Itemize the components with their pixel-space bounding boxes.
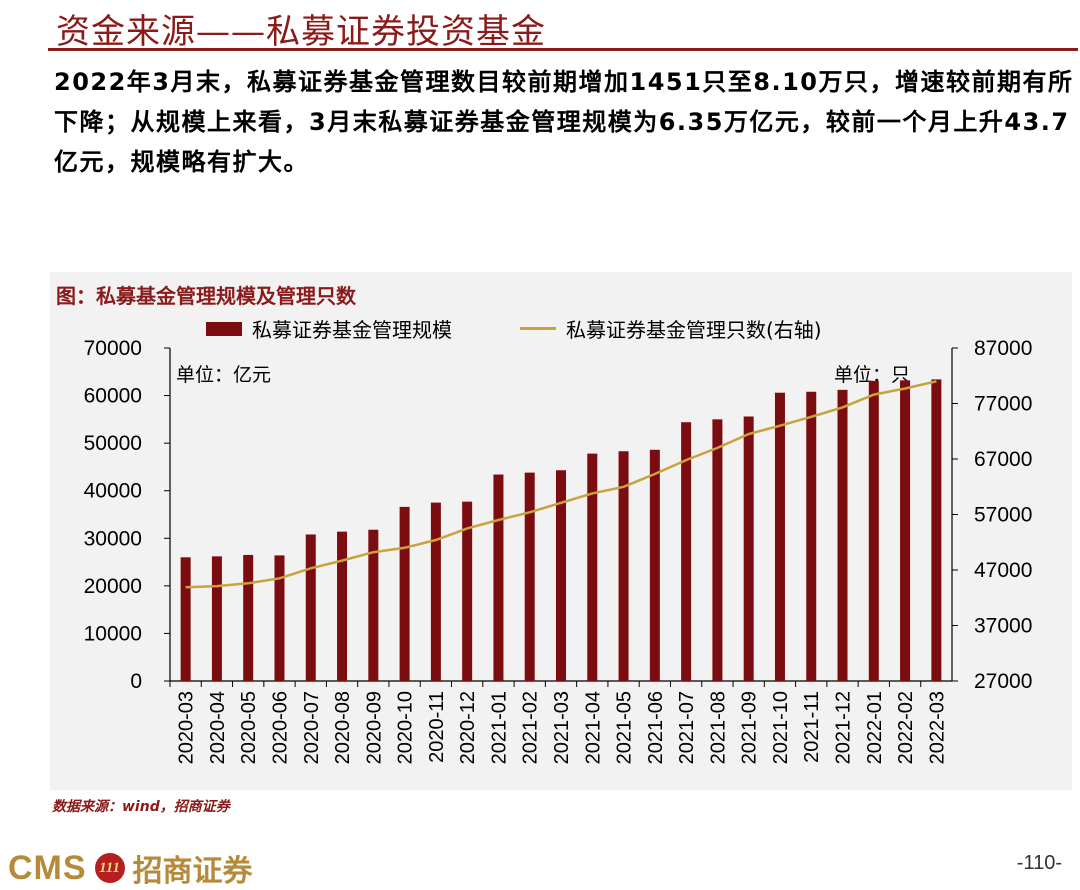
x-tick-label: 2021-05 — [614, 691, 636, 764]
bar-scale — [305, 534, 316, 681]
page-number: -110- — [1016, 852, 1062, 874]
x-tick-label: 2020-09 — [363, 691, 385, 764]
brand-en: CMS — [8, 848, 87, 887]
x-tick-label: 2021-04 — [582, 691, 604, 764]
title-rule — [48, 48, 1078, 51]
summary-text: 2022年3月末，私募证券基金管理数目较前期增加1451只至8.10万只，增速较… — [54, 68, 1074, 176]
chart-title: 图：私募基金管理规模及管理只数 — [56, 284, 356, 308]
legend-line-swatch — [520, 327, 556, 330]
y-right-tick-label: 87000 — [974, 337, 1032, 360]
bar-scale — [462, 501, 473, 681]
bar-scale — [368, 529, 379, 681]
y-right-tick-label: 27000 — [974, 670, 1032, 693]
x-tick-label: 2021-12 — [833, 691, 855, 764]
x-tick-label: 2021-03 — [551, 691, 573, 764]
x-tick-label: 2021-01 — [488, 691, 510, 764]
x-tick-label: 2020-07 — [301, 691, 323, 764]
line-fund-count — [185, 380, 937, 589]
bar-scale — [399, 506, 410, 681]
bar-scale — [274, 555, 285, 681]
x-tick-label: 2020-11 — [426, 691, 448, 763]
source-note: 数据来源：wind，招商证券 — [52, 799, 230, 815]
bar-scale — [587, 453, 598, 681]
y-left-tick-label: 40000 — [84, 480, 142, 503]
legend-line-label: 私募证券基金管理只数(右轴) — [566, 318, 822, 342]
x-tick-label: 2021-09 — [739, 691, 761, 764]
unit-right: 单位：只 — [834, 364, 911, 386]
y-right-tick-label: 47000 — [974, 559, 1032, 582]
brand-cn: 招商证券 — [132, 854, 253, 889]
y-left-tick-label: 20000 — [84, 575, 142, 598]
bar-scale — [243, 554, 254, 681]
bar-scale — [649, 449, 660, 681]
bar-scale — [493, 474, 504, 681]
x-tick-label: 2021-10 — [770, 691, 792, 764]
bar-scale — [556, 470, 566, 681]
legend-item-line: 私募证券基金管理只数(右轴) — [520, 314, 822, 343]
legend-item-bar: 私募证券基金管理规模 — [206, 314, 452, 343]
bar-scale — [430, 502, 441, 681]
x-tick-label: 2020-10 — [395, 691, 417, 764]
y-right-tick-label: 67000 — [974, 448, 1032, 471]
bar-scale — [806, 391, 817, 681]
x-tick-label: 2022-02 — [895, 691, 917, 764]
y-left-tick-label: 10000 — [84, 622, 142, 645]
x-tick-label: 2020-12 — [457, 691, 479, 764]
unit-left: 单位：亿元 — [176, 364, 272, 386]
page-title: 资金来源——私募证券投资基金 — [56, 12, 546, 52]
legend-bar-swatch — [206, 321, 242, 336]
bar-scale — [180, 557, 191, 681]
bar-scale — [868, 380, 879, 681]
x-tick-label: 2021-08 — [707, 691, 729, 764]
bar-scale — [618, 451, 629, 681]
bar-scale — [900, 380, 911, 681]
y-left-tick-label: 30000 — [84, 527, 142, 550]
x-tick-label: 2021-11 — [801, 691, 823, 763]
bar-scale — [837, 389, 848, 681]
x-tick-label: 2020-03 — [176, 691, 198, 764]
y-left-tick-label: 70000 — [84, 337, 142, 360]
x-tick-label: 2020-06 — [269, 691, 291, 764]
y-left-tick-label: 0 — [130, 670, 142, 693]
y-right-tick-label: 57000 — [974, 504, 1032, 527]
x-tick-label: 2020-05 — [238, 691, 260, 764]
legend-bar-label: 私募证券基金管理规模 — [252, 318, 452, 342]
footer-brand: CMS 111 招商证券 — [8, 846, 253, 890]
x-tick-label: 2021-07 — [676, 691, 698, 764]
x-tick-label: 2021-06 — [645, 691, 667, 764]
bar-scale — [337, 531, 348, 681]
bar-scale — [211, 556, 222, 681]
y-right-tick-label: 77000 — [974, 393, 1032, 416]
x-tick-label: 2020-04 — [207, 691, 229, 764]
x-tick-label: 2020-08 — [332, 691, 354, 764]
x-tick-label: 2022-01 — [864, 691, 886, 764]
y-left-tick-label: 60000 — [84, 385, 142, 408]
x-tick-label: 2022-03 — [926, 691, 948, 764]
bar-scale — [712, 419, 723, 681]
bar-scale — [524, 472, 535, 681]
y-left-tick-label: 50000 — [84, 432, 142, 455]
bar-scale — [681, 422, 692, 681]
bar-scale — [743, 416, 754, 681]
y-right-tick-label: 37000 — [974, 615, 1032, 638]
bar-scale — [931, 379, 942, 681]
brand-logo-icon: 111 — [94, 853, 125, 883]
bar-scale — [774, 392, 785, 681]
x-tick-label: 2021-02 — [520, 691, 542, 764]
